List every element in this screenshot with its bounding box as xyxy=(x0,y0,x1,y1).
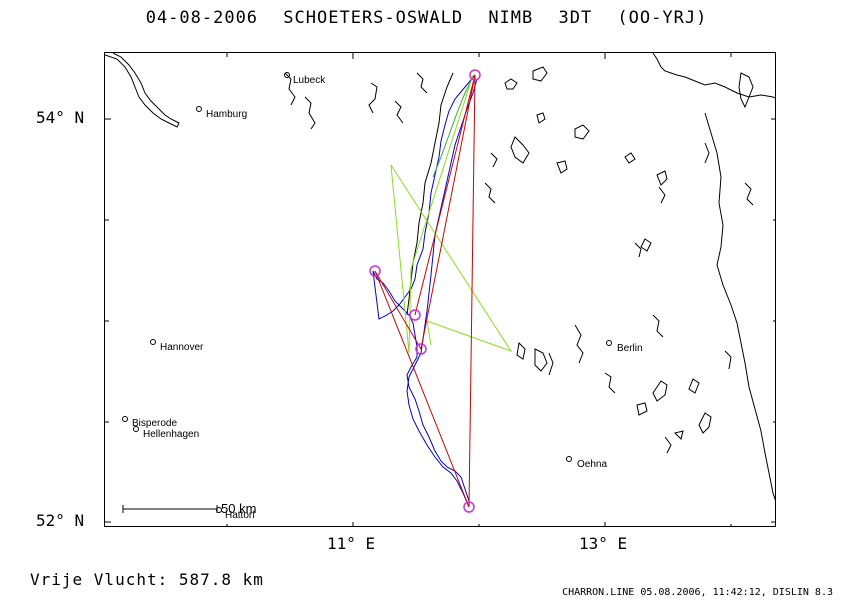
flight-date: 04-08-2006 xyxy=(145,8,259,28)
y-tick-52n: 52° N xyxy=(36,511,85,530)
city-marker-oehna xyxy=(566,456,572,462)
declared-route xyxy=(374,74,476,508)
scale-bar-label: 50 km xyxy=(221,501,256,516)
city-marker-lubeck xyxy=(284,72,290,78)
scale-bar: 50 km xyxy=(122,501,256,516)
x-tick-11e: 11° E xyxy=(327,534,376,553)
alt-route xyxy=(390,74,513,354)
city-label-hamburg: Hamburg xyxy=(206,109,247,120)
city-marker-hannover xyxy=(150,339,156,345)
map-area[interactable]: Lubeck Hamburg Hannover Berlin Bisperode… xyxy=(104,52,776,527)
city-marker-bisperode xyxy=(122,416,128,422)
cities: Lubeck Hamburg Hannover Berlin Bisperode… xyxy=(122,72,643,521)
flight-track xyxy=(372,74,478,508)
y-tick-54n: 54° N xyxy=(36,108,85,127)
city-label-berlin: Berlin xyxy=(617,343,643,354)
turnpoint-south xyxy=(463,501,475,513)
tick-marks xyxy=(105,53,775,526)
credit-line: CHARRON.LINE 05.08.2006, 11:42:12, DISLI… xyxy=(562,587,833,598)
city-label-oehna: Oehna xyxy=(577,459,607,470)
city-label-hattorf: Hattorf xyxy=(225,510,255,521)
city-label-lubeck: Lubeck xyxy=(293,75,326,86)
coastline-west xyxy=(105,53,180,128)
city-label-hellenhagen: Hellenhagen xyxy=(143,429,199,440)
city-marker-hellenhagen xyxy=(133,426,139,432)
x-tick-13e: 13° E xyxy=(579,534,628,553)
city-label-bisperode: Bisperode xyxy=(132,418,177,429)
city-marker-berlin xyxy=(606,340,612,346)
turnpoint-west xyxy=(369,265,381,277)
border-east xyxy=(704,112,775,501)
turnpoint-start xyxy=(469,69,481,81)
turnpoint-mid xyxy=(409,309,421,321)
map-canvas: Lubeck Hamburg Hannover Berlin Bisperode… xyxy=(105,53,775,526)
city-label-hannover: Hannover xyxy=(160,342,204,353)
map-outlines xyxy=(105,53,775,501)
turnpoints xyxy=(369,69,481,513)
glider-name: NIMB 3DT (OO-YRJ) xyxy=(488,8,708,28)
city-marker-hamburg xyxy=(196,106,202,112)
turnpoint-south-mid xyxy=(415,343,427,355)
pilot-name: SCHOETERS-OSWALD xyxy=(283,8,464,28)
distance-readout: Vrije Vlucht: 587.8 km xyxy=(30,570,264,589)
map-title: 04-08-2006 SCHOETERS-OSWALD NIMB 3DT (OO… xyxy=(0,8,853,28)
river-elbe xyxy=(406,72,454,316)
coastline-baltic xyxy=(652,53,775,99)
